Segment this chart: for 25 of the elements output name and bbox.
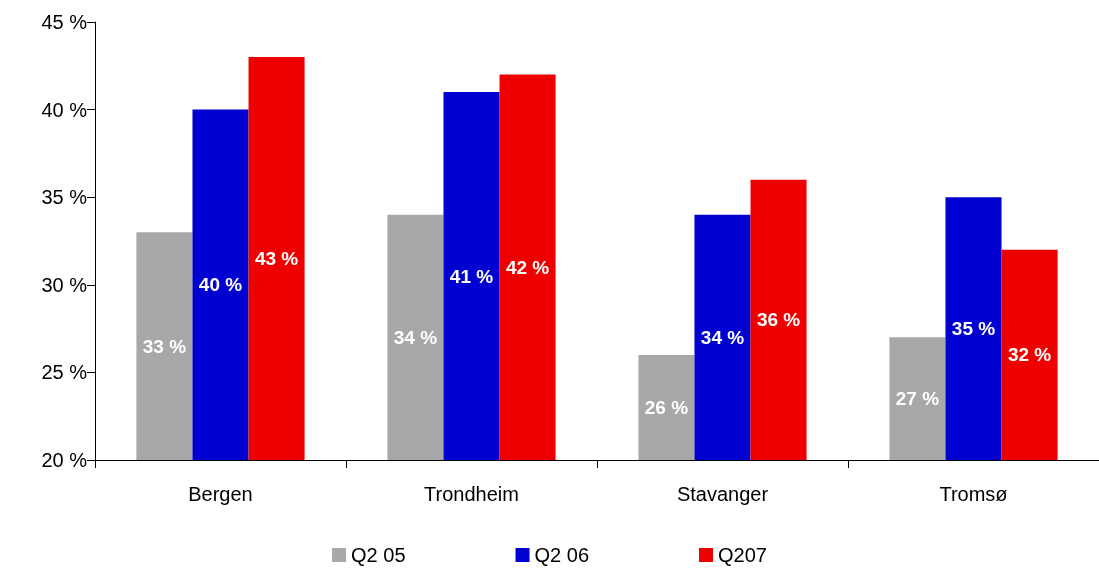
data-label: 36 % [756,309,801,331]
data-label: 27 % [895,388,940,410]
data-label: 34 % [393,326,438,348]
y-tick-label: 45 % [41,11,88,33]
x-tick-label: Trondheim [424,483,519,505]
data-label: 32 % [1007,344,1052,366]
y-tick-label: 25 % [41,361,88,384]
data-label: 34 % [700,326,745,348]
legend-label: Q2 05 [351,544,406,566]
data-label: 41 % [449,265,494,287]
y-tick-label: 35 % [41,186,88,209]
y-tick-label: 20 % [41,449,88,471]
data-label: 26 % [644,396,689,418]
x-tick-label: Stavanger [676,483,769,505]
data-label: 43 % [254,248,299,270]
data-label: 42 % [505,256,550,278]
y-tick-label: 40 % [41,98,88,121]
x-tick-label: Tromsø [939,483,1008,505]
legend-label: Q207 [718,544,767,566]
legend-label: Q2 06 [534,544,590,566]
x-tick-label: Bergen [188,483,253,505]
data-label: 33 % [142,335,187,357]
y-tick-label: 30 % [41,273,88,296]
data-label: 40 % [198,274,243,296]
data-label: 35 % [951,318,996,340]
